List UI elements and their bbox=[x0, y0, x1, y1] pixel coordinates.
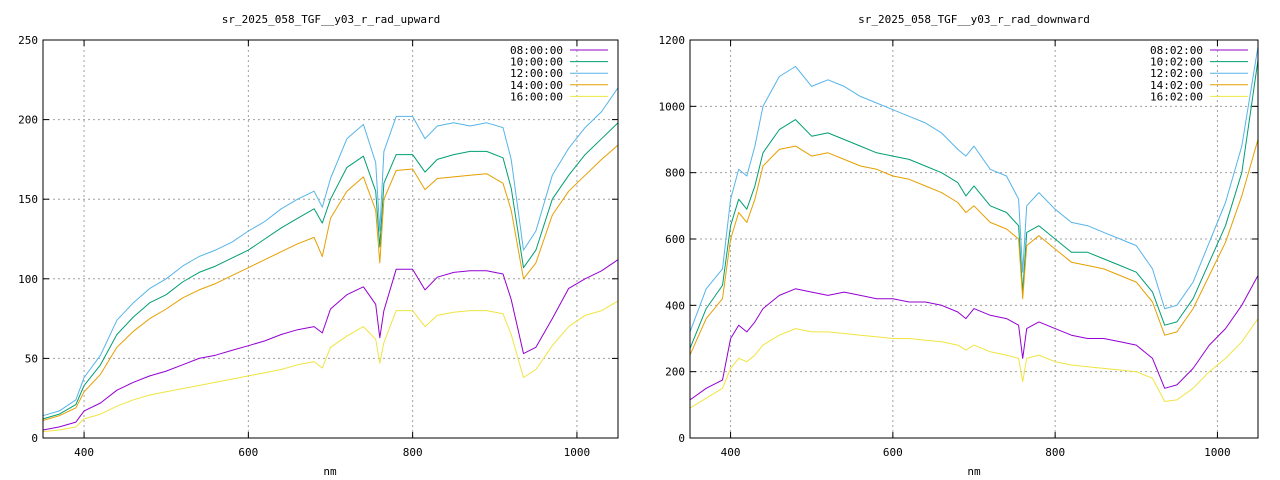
y-tick-label: 400 bbox=[665, 299, 685, 312]
y-tick-label: 1000 bbox=[659, 100, 686, 113]
legend-label: 12:00:00 bbox=[510, 67, 563, 80]
chart-downward: sr_2025_058_TGF__y03_r_rad_downward 400 60… bbox=[659, 13, 1259, 478]
legend-label: 14:02:00 bbox=[1150, 79, 1203, 92]
y-tick-label: 600 bbox=[665, 233, 685, 246]
y-tick-label: 0 bbox=[31, 432, 38, 445]
y-tick-label: 0 bbox=[678, 432, 685, 445]
legend-label: 12:02:00 bbox=[1150, 67, 1203, 80]
series-line-140000 bbox=[42, 144, 619, 421]
series-line-080200 bbox=[689, 275, 1259, 401]
y-tick-label: 100 bbox=[18, 273, 38, 286]
plot-frame bbox=[42, 39, 619, 439]
series-line-120000 bbox=[42, 87, 619, 417]
y-tick-label: 800 bbox=[665, 167, 685, 180]
legend-label: 08:00:00 bbox=[510, 44, 563, 57]
legend-label: 10:00:00 bbox=[510, 56, 563, 69]
x-tick-label: 800 bbox=[1045, 446, 1065, 459]
x-tick-label: 800 bbox=[403, 446, 423, 459]
x-axis-label: nm bbox=[967, 465, 981, 478]
x-tick-label: 1000 bbox=[1204, 446, 1231, 459]
x-axis-label: nm bbox=[323, 465, 337, 478]
legend-label: 16:00:00 bbox=[510, 90, 563, 103]
series-line-140200 bbox=[689, 139, 1259, 356]
chart-upward: sr_2025_058_TGF__y03_r_rad_upward 400 600 8… bbox=[18, 13, 619, 478]
legend-label: 14:00:00 bbox=[510, 79, 563, 92]
y-tick-label: 200 bbox=[665, 366, 685, 379]
series-line-100200 bbox=[689, 59, 1259, 349]
series-line-080000 bbox=[42, 259, 619, 431]
y-tick-label: 250 bbox=[18, 34, 38, 47]
legend-label: 08:02:00 bbox=[1150, 44, 1203, 57]
x-tick-label: 600 bbox=[883, 446, 903, 459]
y-tick-label: 200 bbox=[18, 114, 38, 127]
series-line-120200 bbox=[689, 46, 1259, 333]
y-tick-label: 1200 bbox=[659, 34, 686, 47]
series-line-160200 bbox=[689, 318, 1259, 409]
chart-title: sr_2025_058_TGF__y03_r_rad_upward bbox=[222, 13, 441, 26]
chart-title: sr_2025_058_TGF__y03_r_rad_downward bbox=[858, 13, 1090, 26]
series-line-160000 bbox=[42, 300, 619, 433]
series-line-100000 bbox=[42, 122, 619, 420]
x-tick-label: 400 bbox=[74, 446, 94, 459]
x-tick-label: 1000 bbox=[564, 446, 591, 459]
plot-frame bbox=[689, 39, 1259, 439]
y-tick-label: 50 bbox=[25, 352, 38, 365]
legend-label: 10:02:00 bbox=[1150, 56, 1203, 69]
x-tick-label: 600 bbox=[238, 446, 258, 459]
x-tick-label: 400 bbox=[721, 446, 741, 459]
y-tick-label: 150 bbox=[18, 193, 38, 206]
legend-label: 16:02:00 bbox=[1150, 90, 1203, 103]
